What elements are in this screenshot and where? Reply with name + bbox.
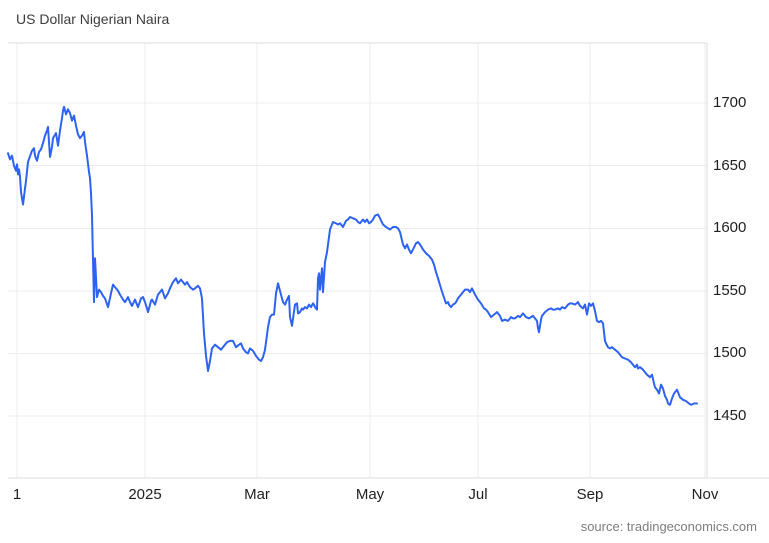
y-tick-label: 1700 (713, 94, 747, 112)
source-attribution: source: tradingeconomics.com (580, 519, 757, 534)
y-tick-label: 1450 (713, 407, 747, 425)
chart-title: US Dollar Nigerian Naira (16, 11, 170, 27)
x-tick-label: Sep (576, 486, 604, 503)
y-tick-label: 1550 (713, 281, 747, 299)
x-tick-label: Nov (691, 486, 719, 503)
price-line (7, 105, 698, 406)
y-tick-label: 1500 (713, 344, 747, 362)
x-tick-label: May (355, 486, 385, 503)
x-tick-label: 2025 (128, 486, 162, 503)
x-tick-label: 1 (12, 486, 22, 503)
y-tick-label: 1600 (713, 219, 747, 237)
y-tick-label: 1650 (713, 156, 747, 174)
x-tick-label: Jul (468, 486, 488, 503)
x-tick-label: Mar (244, 486, 270, 503)
